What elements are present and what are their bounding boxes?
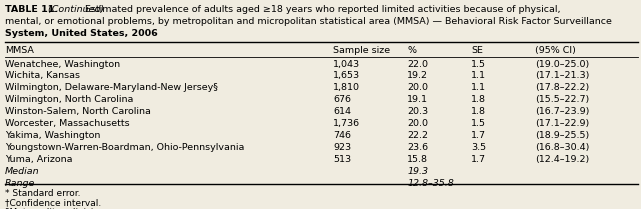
Text: 1.8: 1.8 (471, 107, 486, 116)
Text: TABLE 11.: TABLE 11. (5, 5, 58, 14)
Text: Range: Range (5, 179, 35, 188)
Text: Worcester, Massachusetts: Worcester, Massachusetts (5, 119, 129, 128)
Text: Estimated prevalence of adults aged ≥18 years who reported limited activities be: Estimated prevalence of adults aged ≥18 … (82, 5, 560, 14)
Text: 19.1: 19.1 (407, 95, 428, 104)
Text: 20.0: 20.0 (407, 83, 428, 92)
Text: †Confidence interval.: †Confidence interval. (5, 198, 101, 207)
Text: 676: 676 (333, 95, 351, 104)
Text: * Standard error.: * Standard error. (5, 189, 81, 198)
Text: 1.7: 1.7 (471, 155, 486, 164)
Text: 22.0: 22.0 (407, 60, 428, 69)
Text: 1,043: 1,043 (333, 60, 360, 69)
Text: 1.7: 1.7 (471, 131, 486, 140)
Text: MMSA: MMSA (5, 46, 34, 55)
Text: System, United States, 2006: System, United States, 2006 (5, 29, 158, 38)
Text: (16.7–23.9): (16.7–23.9) (535, 107, 590, 116)
Text: 1.5: 1.5 (471, 60, 486, 69)
Text: Youngstown-Warren-Boardman, Ohio-Pennsylvania: Youngstown-Warren-Boardman, Ohio-Pennsyl… (5, 143, 244, 152)
Text: Yakima, Washington: Yakima, Washington (5, 131, 101, 140)
Text: 1.1: 1.1 (471, 71, 486, 80)
Text: 19.3: 19.3 (407, 167, 428, 176)
Text: (17.8–22.2): (17.8–22.2) (535, 83, 590, 92)
Text: 22.2: 22.2 (407, 131, 428, 140)
Text: SE: SE (471, 46, 483, 55)
Text: (Continued): (Continued) (45, 5, 104, 14)
Text: (15.5–22.7): (15.5–22.7) (535, 95, 590, 104)
Text: 1,810: 1,810 (333, 83, 360, 92)
Text: Wilmington, North Carolina: Wilmington, North Carolina (5, 95, 133, 104)
Text: 1,653: 1,653 (333, 71, 360, 80)
Text: 513: 513 (333, 155, 351, 164)
Text: 923: 923 (333, 143, 351, 152)
Text: 746: 746 (333, 131, 351, 140)
Text: %: % (407, 46, 416, 55)
Text: Yuma, Arizona: Yuma, Arizona (5, 155, 72, 164)
Text: (17.1–21.3): (17.1–21.3) (535, 71, 590, 80)
Text: 3.5: 3.5 (471, 143, 487, 152)
Text: 1.8: 1.8 (471, 95, 486, 104)
Text: Wenatchee, Washington: Wenatchee, Washington (5, 60, 121, 69)
Text: Median: Median (5, 167, 40, 176)
Text: (12.4–19.2): (12.4–19.2) (535, 155, 590, 164)
Text: 20.3: 20.3 (407, 107, 428, 116)
Text: (95% CI): (95% CI) (535, 46, 576, 55)
Text: 20.0: 20.0 (407, 119, 428, 128)
Text: Winston-Salem, North Carolina: Winston-Salem, North Carolina (5, 107, 151, 116)
Text: 19.2: 19.2 (407, 71, 428, 80)
Text: 23.6: 23.6 (407, 143, 428, 152)
Text: 1.5: 1.5 (471, 119, 486, 128)
Text: 15.8: 15.8 (407, 155, 428, 164)
Text: (16.8–30.4): (16.8–30.4) (535, 143, 590, 152)
Text: Wichita, Kansas: Wichita, Kansas (5, 71, 80, 80)
Text: (19.0–25.0): (19.0–25.0) (535, 60, 590, 69)
Text: mental, or emotional problems, by metropolitan and micropolitan statistical area: mental, or emotional problems, by metrop… (5, 17, 612, 26)
Text: Wilmington, Delaware-Maryland-New Jersey§: Wilmington, Delaware-Maryland-New Jersey… (5, 83, 218, 92)
Text: 614: 614 (333, 107, 351, 116)
Text: Sample size: Sample size (333, 46, 390, 55)
Text: 1.1: 1.1 (471, 83, 486, 92)
Text: (17.1–22.9): (17.1–22.9) (535, 119, 590, 128)
Text: 1,736: 1,736 (333, 119, 360, 128)
Text: §Metropolitan division.: §Metropolitan division. (5, 208, 108, 209)
Text: (18.9–25.5): (18.9–25.5) (535, 131, 590, 140)
Text: 12.8–35.8: 12.8–35.8 (407, 179, 454, 188)
